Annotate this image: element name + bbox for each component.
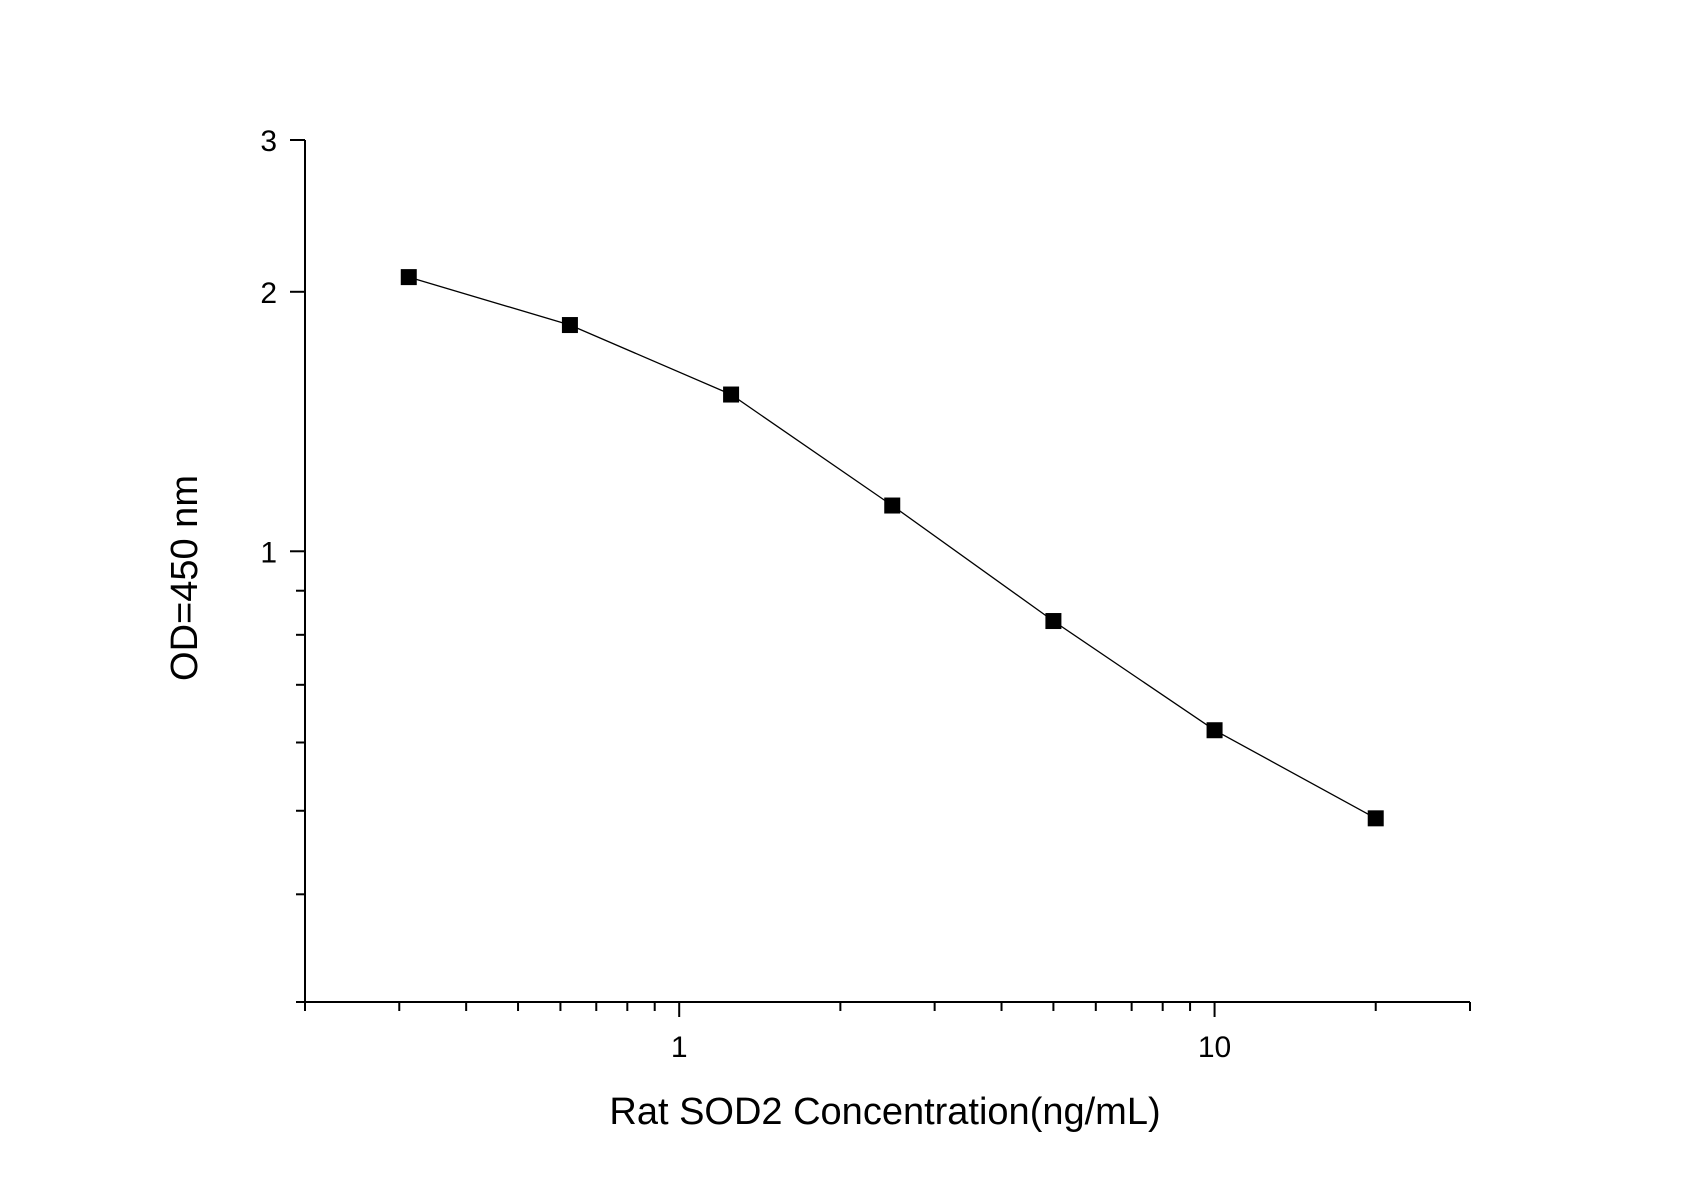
y-tick-label: 1	[260, 536, 277, 569]
series-line	[408, 276, 1377, 819]
data-point	[561, 317, 578, 334]
data-point	[1045, 613, 1062, 630]
x-tick-label: 10	[1198, 1031, 1231, 1064]
data-point	[1367, 810, 1384, 827]
y-tick-label: 3	[260, 125, 277, 158]
y-tick-label: 2	[260, 277, 277, 310]
series-layer	[400, 269, 1384, 827]
y-axis-ticks: 1 2 3	[260, 125, 305, 1003]
data-point	[400, 269, 417, 286]
y-axis-title: OD=450 nm	[164, 475, 206, 681]
x-axis-ticks: 1 10	[304, 1002, 1471, 1064]
x-axis-title: Rat SOD2 Concentration(ng/mL)	[609, 1091, 1160, 1133]
data-point	[723, 386, 740, 403]
data-point	[1206, 722, 1223, 739]
axes	[304, 140, 1470, 1003]
x-tick-label: 1	[671, 1031, 688, 1064]
data-point	[884, 497, 901, 514]
